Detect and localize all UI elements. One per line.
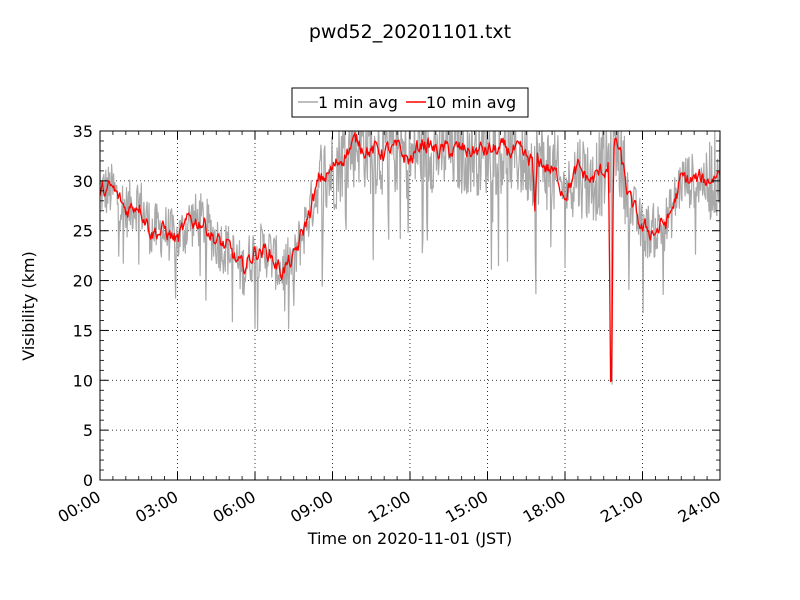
axis-ticks xyxy=(99,130,721,481)
y-tick-labels: 0 5 10 15 20 25 30 35 xyxy=(73,122,93,490)
y-tick-label: 35 xyxy=(73,122,93,141)
legend-label-1min: 1 min avg xyxy=(318,93,398,112)
x-tick-labels: 00:00 03:00 06:00 09:00 12:00 15:00 18:00 21:00… xyxy=(55,487,724,527)
x-tick-label: 00:00 xyxy=(55,487,104,527)
grid-lines xyxy=(100,131,720,480)
legend-label-10min: 10 min avg xyxy=(426,93,516,112)
y-tick-label: 5 xyxy=(83,421,93,440)
series-layer xyxy=(100,131,720,385)
series-line-1min-avg xyxy=(100,131,720,385)
series-line-10min-avg xyxy=(100,132,720,383)
chart-title: pwd52_20201101.txt xyxy=(309,21,511,43)
y-tick-label: 20 xyxy=(73,272,93,291)
x-tick-label: 03:00 xyxy=(132,487,181,527)
y-axis-label: Visibility (km) xyxy=(19,251,38,360)
x-axis-label: Time on 2020-11-01 (JST) xyxy=(307,529,512,548)
x-tick-label: 06:00 xyxy=(210,487,259,527)
x-tick-label: 18:00 xyxy=(520,487,569,527)
x-tick-label: 21:00 xyxy=(597,487,646,527)
y-tick-label: 30 xyxy=(73,172,93,191)
x-tick-label: 15:00 xyxy=(442,487,491,527)
y-tick-label: 25 xyxy=(73,222,93,241)
legend: 1 min avg 10 min avg xyxy=(291,87,529,118)
y-tick-label: 0 xyxy=(83,471,93,490)
y-tick-label: 10 xyxy=(73,371,93,390)
x-tick-label: 24:00 xyxy=(675,487,724,527)
x-tick-label: 09:00 xyxy=(287,487,336,527)
y-tick-label: 15 xyxy=(73,321,93,340)
x-tick-label: 12:00 xyxy=(365,487,414,527)
